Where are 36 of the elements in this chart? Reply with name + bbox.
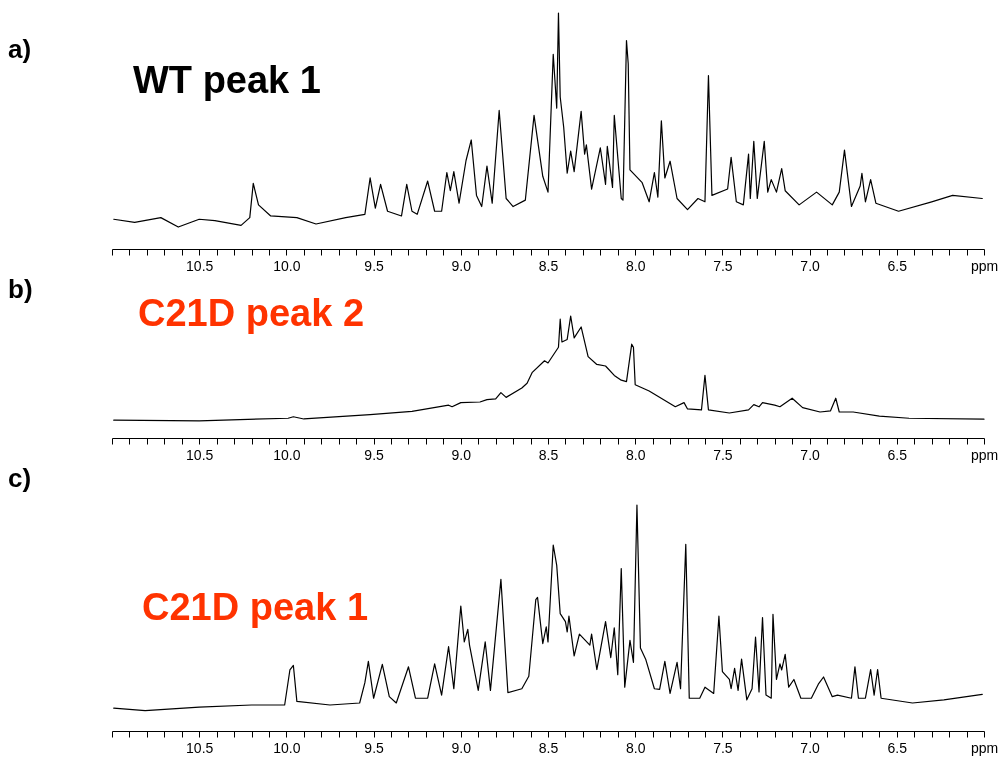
x-tick-label: 7.0 — [800, 446, 821, 463]
x-tick-label: 9.0 — [451, 257, 472, 274]
x-tick-label: ppm — [970, 446, 999, 463]
x-tick-label: 8.0 — [625, 446, 646, 463]
x-tick-label: 6.5 — [887, 257, 908, 274]
x-tick-label: 8.0 — [625, 739, 646, 756]
x-tick-label: 7.5 — [713, 739, 733, 756]
x-tick-label: 10.0 — [273, 446, 301, 463]
x-tick-label: 7.5 — [713, 446, 733, 463]
x-tick-label: 7.0 — [800, 257, 821, 274]
x-tick-label: 9.0 — [451, 446, 472, 463]
x-tick-label: 9.0 — [451, 739, 472, 756]
x-tick-label: ppm — [970, 739, 999, 756]
text: c) — [8, 463, 32, 493]
chart-title: C21D peak 2 — [138, 292, 365, 334]
x-tick-label: 9.5 — [364, 446, 385, 463]
text: C21D peak 1 — [142, 586, 369, 628]
x-tick-label: 6.5 — [887, 446, 908, 463]
x-tick-label: 9.5 — [364, 257, 385, 274]
x-tick-label: 10.5 — [186, 739, 214, 756]
x-tick-label: 10.5 — [186, 257, 214, 274]
x-tick-label: 10.0 — [273, 739, 301, 756]
text: a) — [8, 34, 32, 64]
x-tick-label: 9.5 — [364, 739, 385, 756]
x-tick-label: ppm — [970, 257, 999, 274]
text: b) — [8, 274, 33, 304]
x-tick-label: 6.5 — [887, 739, 908, 756]
x-tick-label: 8.5 — [538, 257, 559, 274]
x-tick-label: 8.5 — [538, 446, 559, 463]
x-tick-label: 8.5 — [538, 739, 559, 756]
x-tick-label: 7.0 — [800, 739, 821, 756]
x-tick-label: 10.0 — [273, 257, 301, 274]
x-tick-label: 7.5 — [713, 257, 733, 274]
x-tick-label: 8.0 — [625, 257, 646, 274]
x-tick-label: 10.5 — [186, 446, 214, 463]
text: WT peak 1 — [133, 59, 321, 101]
